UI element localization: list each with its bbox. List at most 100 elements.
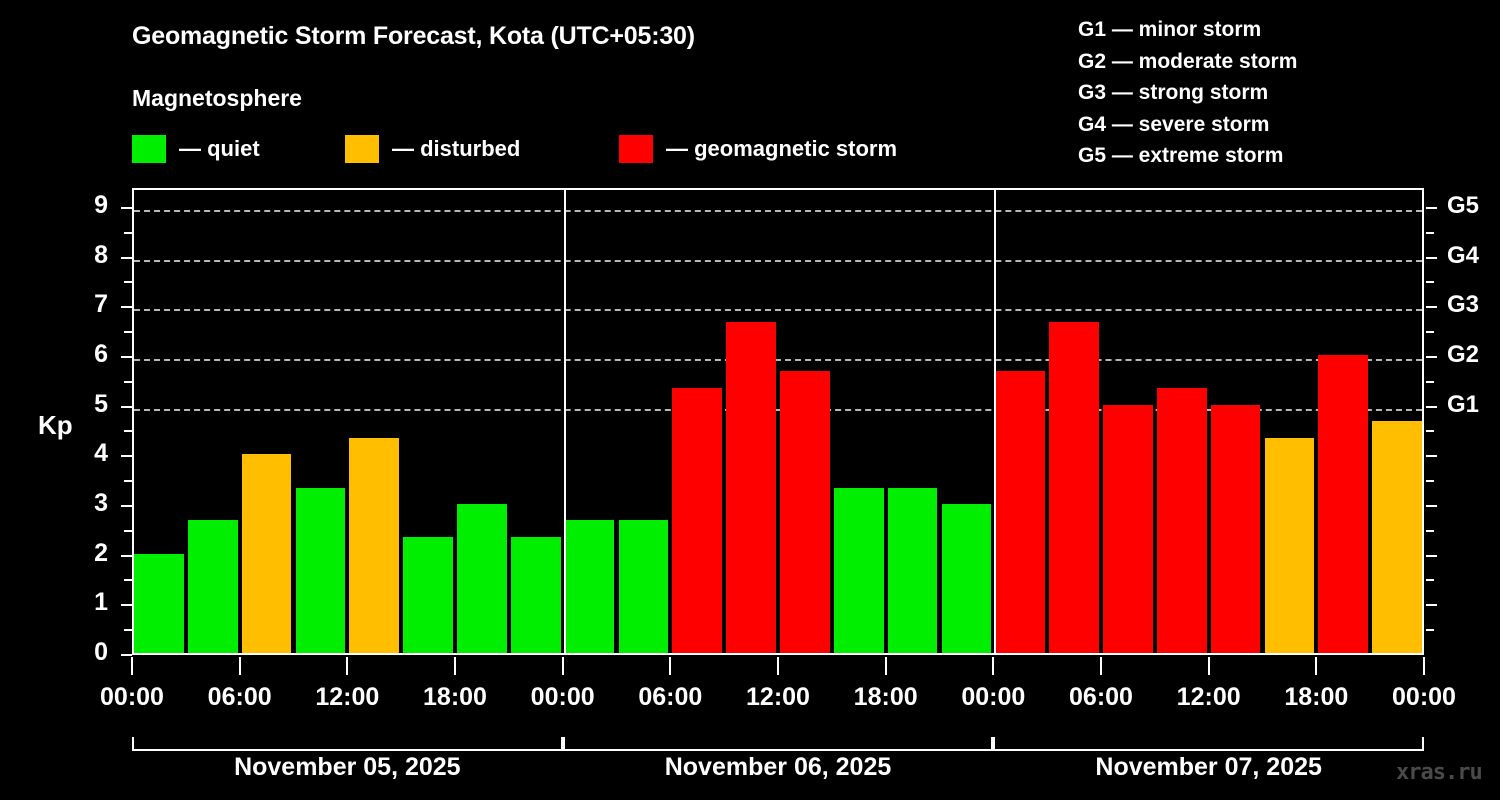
right-tick-minor	[1426, 629, 1434, 632]
bar	[1264, 437, 1315, 653]
y-tick-minor	[124, 231, 132, 234]
right-tick-minor	[1426, 529, 1434, 532]
x-axis-label-5: 06:00	[638, 683, 703, 711]
legend-swatch-storm	[619, 135, 653, 163]
day-separator-1	[563, 190, 566, 653]
day-label-3: November 07, 2025	[1095, 753, 1322, 781]
y-axis-label-5: 5	[94, 389, 108, 418]
bar	[403, 537, 453, 653]
day-label-2: November 06, 2025	[664, 753, 892, 781]
y-axis-label-4: 4	[94, 439, 108, 468]
bar	[187, 520, 238, 653]
bar	[510, 537, 561, 653]
gridline-kp-6	[134, 358, 1422, 361]
page-title: Geomagnetic Storm Forecast, Kota (UTC+05…	[132, 22, 695, 50]
bar	[1156, 388, 1207, 653]
x-tick-3	[454, 657, 456, 675]
gridline-kp-8	[134, 259, 1422, 262]
y-tick-minor	[124, 579, 132, 582]
y-tick-3	[121, 504, 132, 507]
bar	[564, 520, 615, 653]
right-tick-minor	[1426, 281, 1434, 284]
bar	[672, 388, 723, 653]
day-separator-2	[994, 190, 997, 653]
y-tick-minor	[124, 629, 132, 632]
y-tick-minor	[124, 529, 132, 532]
g-scale-g3: G3 — strong storm	[1078, 81, 1269, 104]
bar	[1049, 321, 1099, 653]
y-tick-2	[121, 554, 132, 557]
right-tick-G4	[1426, 256, 1437, 259]
x-tick-8	[992, 657, 995, 675]
bar	[618, 520, 669, 653]
right-tick-G5	[1426, 206, 1437, 209]
right-tick-minor	[1426, 480, 1434, 483]
x-axis-label-2: 12:00	[315, 683, 380, 711]
x-tick-11	[1315, 657, 1318, 675]
legend-item-quiet: — quiet	[132, 135, 260, 163]
right-tick-G3	[1426, 306, 1437, 309]
bar	[1210, 404, 1261, 653]
right-tick-minor	[1426, 331, 1434, 334]
y-tick-9	[121, 206, 132, 209]
right-tick-minor	[1426, 231, 1434, 234]
y-axis-label-9: 9	[94, 190, 108, 219]
right-tick-minor	[1426, 455, 1437, 458]
day-bracket-1	[132, 737, 563, 751]
bar	[887, 487, 938, 653]
y-axis-label-8: 8	[94, 240, 108, 269]
y-axis-label-0: 0	[94, 638, 108, 666]
y-tick-6	[121, 355, 132, 358]
bar	[995, 371, 1046, 653]
g-scale-g1: G1 — minor storm	[1078, 18, 1262, 41]
bar	[1318, 354, 1369, 653]
g-scale-g5: G5 — extreme storm	[1078, 144, 1284, 167]
g-scale-g4: G4 — severe storm	[1078, 112, 1270, 136]
bar	[833, 487, 884, 653]
y-tick-4	[121, 455, 132, 458]
right-axis-label-G1: G1	[1447, 390, 1480, 418]
legend-label-storm: — geomagnetic storm	[666, 136, 898, 161]
right-tick-minor	[1426, 554, 1437, 557]
x-axis-label-3: 18:00	[423, 683, 487, 711]
g-scale-g2: G2 — moderate storm	[1078, 49, 1298, 73]
x-tick-7	[884, 657, 887, 675]
magnetosphere-label: Magnetosphere	[132, 85, 302, 111]
x-tick-4	[561, 657, 564, 675]
x-axis-label-7: 18:00	[853, 683, 918, 711]
legend-item-storm: — geomagnetic storm	[619, 135, 897, 163]
bar	[780, 371, 830, 653]
y-tick-5	[121, 405, 132, 408]
y-tick-1	[121, 604, 132, 607]
y-tick-7	[121, 306, 132, 309]
y-tick-0	[121, 654, 132, 656]
legend-swatch-quiet	[132, 135, 166, 163]
y-tick-minor	[124, 380, 132, 383]
right-tick-minor	[1426, 430, 1434, 433]
legend-label-disturbed: — disturbed	[392, 136, 521, 161]
x-axis-label-1: 06:00	[207, 683, 272, 711]
x-tick-0	[131, 657, 133, 675]
right-tick-G2	[1426, 355, 1437, 358]
right-tick-minor	[1426, 380, 1434, 383]
legend-swatch-disturbed	[345, 135, 379, 163]
right-axis-label-G2: G2	[1447, 340, 1480, 368]
y-tick-minor	[124, 331, 132, 334]
y-tick-minor	[124, 281, 132, 284]
x-axis-label-9: 06:00	[1069, 683, 1133, 711]
plot-area	[132, 188, 1424, 655]
x-tick-9	[1100, 657, 1102, 675]
day-bracket-3	[993, 737, 1424, 751]
right-tick-minor	[1426, 504, 1437, 507]
right-tick-G1	[1426, 405, 1437, 408]
x-tick-2	[346, 657, 349, 675]
y-axis-label-2: 2	[94, 538, 108, 567]
bar	[457, 503, 507, 653]
x-axis-label-4: 00:00	[530, 683, 595, 711]
g-scale-legend: G1 — minor storm G2 — moderate storm G3 …	[1078, 14, 1297, 172]
right-axis-label-G5: G5	[1447, 191, 1480, 219]
y-tick-minor	[124, 480, 132, 483]
right-tick-minor	[1426, 579, 1434, 582]
y-tick-8	[121, 256, 132, 259]
